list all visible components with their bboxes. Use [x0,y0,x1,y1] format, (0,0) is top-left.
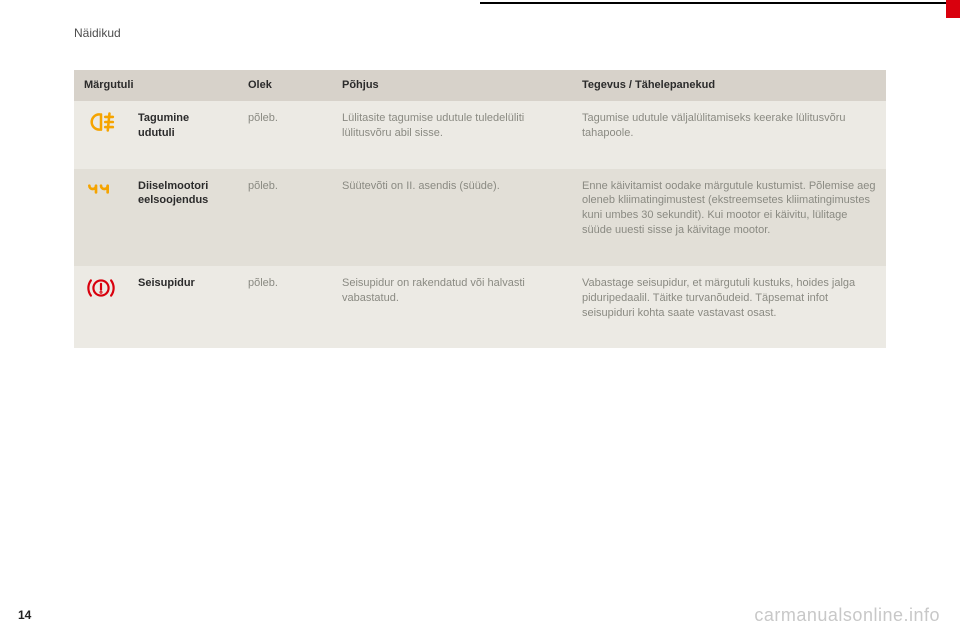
header-red-tab [946,0,960,18]
col-indicator: Märgutuli [74,70,238,101]
parking-brake-icon [85,276,117,305]
indicator-action: Enne käivitamist oodake märgutule kustum… [572,169,886,266]
indicator-name: Tagumine udutuli [128,101,238,169]
watermark: carmanualsonline.info [754,605,940,626]
indicator-state: põleb. [238,101,332,169]
indicator-state: põleb. [238,266,332,349]
table-row: Tagumine udutuli põleb. Lülitasite tagum… [74,101,886,169]
header-rule [0,0,960,6]
indicator-cause: Süütevõti on II. asendis (süüde). [332,169,572,266]
indicator-cause: Seisupidur on rakendatud või halvasti va… [332,266,572,349]
col-cause: Põhjus [332,70,572,101]
table-row: Seisupidur põleb. Seisupidur on rakendat… [74,266,886,349]
rear-fog-icon [84,111,118,138]
indicator-table: Märgutuli Olek Põhjus Tegevus / Tähelepa… [74,70,886,348]
table-header-row: Märgutuli Olek Põhjus Tegevus / Tähelepa… [74,70,886,101]
header-line [480,2,960,4]
indicator-action: Vabastage seisupidur, et märgutuli kustu… [572,266,886,349]
indicator-name: Diiselmootori eelsoojendus [128,169,238,266]
col-state: Olek [238,70,332,101]
page-number: 14 [18,608,31,622]
section-title: Näidikud [74,26,121,40]
indicator-action: Tagumise udutule väljalülitamiseks keera… [572,101,886,169]
icon-cell [74,266,128,349]
table-row: Diiselmootori eelsoojendus põleb. Süütev… [74,169,886,266]
icon-cell [74,101,128,169]
indicator-cause: Lülitasite tagumise udutule tuledelüliti… [332,101,572,169]
indicator-name: Seisupidur [128,266,238,349]
indicator-state: põleb. [238,169,332,266]
diesel-preheat-icon [86,179,116,204]
col-action: Tegevus / Tähelepanekud [572,70,886,101]
icon-cell [74,169,128,266]
